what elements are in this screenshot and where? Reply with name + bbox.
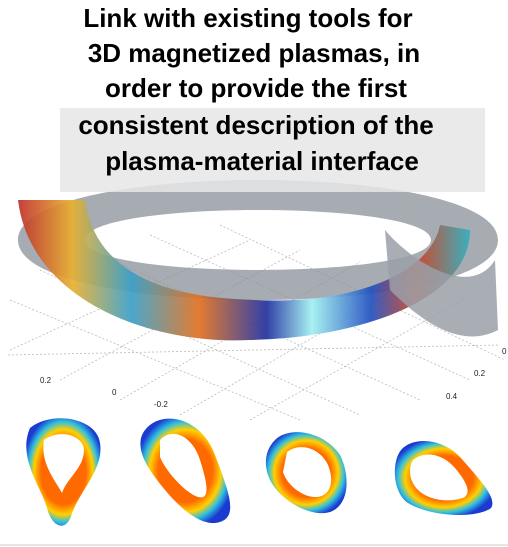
torus <box>18 180 498 340</box>
axis-label: 0.4 <box>446 392 458 401</box>
title-line: plasma-material interface <box>105 146 419 176</box>
axis-label: 0.2 <box>474 369 486 378</box>
title-line: Link with existing tools for <box>83 3 412 33</box>
page: Link with existing tools for 3D magnetiz… <box>0 0 508 547</box>
title-line: 3D magnetized plasmas, in <box>88 38 420 68</box>
axis-label: -0.2 <box>154 400 168 409</box>
title-line: order to provide the first <box>105 73 407 103</box>
title-line: consistent description of the <box>78 110 433 140</box>
axis-label: 0.2 <box>40 376 52 385</box>
slide: Link with existing tools for 3D magnetiz… <box>0 0 508 547</box>
axis-label: 0 <box>502 347 507 356</box>
cross-sections <box>26 418 492 525</box>
axis-label: 0 <box>112 388 117 397</box>
